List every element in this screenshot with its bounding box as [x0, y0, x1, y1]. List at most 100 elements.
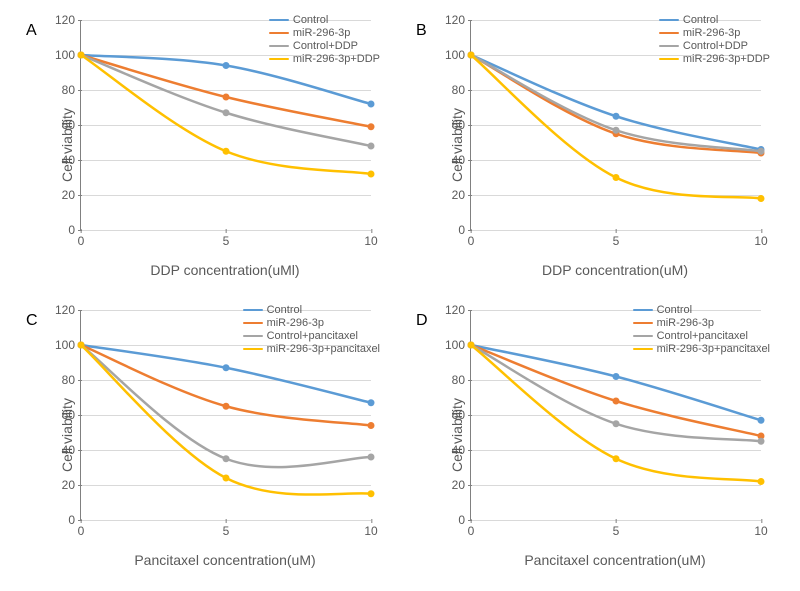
- y-tick-label: 20: [62, 188, 81, 202]
- series-marker: [223, 148, 230, 155]
- series-marker: [758, 438, 765, 445]
- legend-label: miR-296-3p+DDP: [293, 53, 380, 65]
- x-tick-label: 10: [754, 520, 767, 538]
- y-tick-label: 80: [452, 83, 471, 97]
- legend-label: Control+DDP: [293, 40, 358, 52]
- y-tick-label: 80: [452, 373, 471, 387]
- y-tick-label: 40: [62, 153, 81, 167]
- y-tick-label: 100: [445, 338, 471, 352]
- legend-item: miR-296-3p: [243, 317, 380, 329]
- legend-label: Control: [657, 304, 692, 316]
- series-marker: [368, 143, 375, 150]
- legend-item: miR-296-3p+DDP: [659, 53, 770, 65]
- legend-swatch: [659, 32, 679, 35]
- x-tick-label: 0: [468, 230, 475, 248]
- series-marker: [78, 342, 85, 349]
- legend-item: Control+pancitaxel: [633, 330, 770, 342]
- x-axis-label: DDP concentration(uMl): [80, 262, 370, 278]
- x-tick-label: 10: [364, 230, 377, 248]
- legend-label: miR-296-3p+DDP: [683, 53, 770, 65]
- legend-label: miR-296-3p: [683, 27, 740, 39]
- panel-label: D: [416, 312, 428, 330]
- y-tick-label: 100: [445, 48, 471, 62]
- legend-swatch: [633, 309, 653, 312]
- legend: ControlmiR-296-3pControl+pancitaxelmiR-2…: [633, 304, 770, 356]
- x-tick-label: 10: [364, 520, 377, 538]
- legend-item: miR-296-3p: [659, 27, 770, 39]
- series-marker: [368, 490, 375, 497]
- x-tick-label: 5: [613, 520, 620, 538]
- legend: ControlmiR-296-3pControl+pancitaxelmiR-2…: [243, 304, 380, 356]
- series-marker: [758, 417, 765, 424]
- legend-swatch: [243, 322, 263, 325]
- series-marker: [368, 422, 375, 429]
- series-marker: [758, 148, 765, 155]
- legend-label: Control: [267, 304, 302, 316]
- legend-label: miR-296-3p: [657, 317, 714, 329]
- legend-item: Control: [659, 14, 770, 26]
- legend-label: Control+DDP: [683, 40, 748, 52]
- legend-label: miR-296-3p+pancitaxel: [267, 343, 380, 355]
- legend-item: miR-296-3p: [633, 317, 770, 329]
- series-marker: [468, 342, 475, 349]
- y-tick-label: 80: [62, 83, 81, 97]
- x-tick-label: 0: [78, 230, 85, 248]
- series-marker: [223, 455, 230, 462]
- y-tick-label: 40: [452, 443, 471, 457]
- x-tick-label: 5: [223, 520, 230, 538]
- legend-label: Control: [683, 14, 718, 26]
- panel-label: B: [416, 22, 427, 40]
- y-tick-label: 60: [452, 408, 471, 422]
- legend-item: miR-296-3p+DDP: [269, 53, 380, 65]
- legend-swatch: [659, 19, 679, 22]
- series-marker: [368, 123, 375, 130]
- legend-label: Control: [293, 14, 328, 26]
- series-marker: [368, 399, 375, 406]
- y-tick-label: 60: [62, 408, 81, 422]
- series-marker: [468, 52, 475, 59]
- series-marker: [613, 420, 620, 427]
- series-marker: [758, 195, 765, 202]
- legend-item: miR-296-3p+pancitaxel: [243, 343, 380, 355]
- legend-swatch: [659, 45, 679, 48]
- panel-a: ACell viabilityDDP concentration(uMl)020…: [20, 10, 390, 280]
- panel-b: BCell viabilityDDP concentration(uM)0204…: [410, 10, 780, 280]
- y-tick-label: 120: [445, 303, 471, 317]
- legend-item: Control: [243, 304, 380, 316]
- x-tick-label: 5: [613, 230, 620, 248]
- y-tick-label: 20: [62, 478, 81, 492]
- series-marker: [223, 475, 230, 482]
- y-tick-label: 120: [55, 13, 81, 27]
- x-axis-label: Pancitaxel concentration(uM): [470, 552, 760, 568]
- legend-item: miR-296-3p+pancitaxel: [633, 343, 770, 355]
- legend-swatch: [633, 348, 653, 351]
- y-tick-label: 120: [55, 303, 81, 317]
- legend-item: Control+DDP: [269, 40, 380, 52]
- y-tick-label: 100: [55, 338, 81, 352]
- x-axis-label: DDP concentration(uM): [470, 262, 760, 278]
- legend-item: Control: [269, 14, 380, 26]
- y-tick-label: 120: [445, 13, 471, 27]
- series-marker: [758, 478, 765, 485]
- legend-item: Control+pancitaxel: [243, 330, 380, 342]
- series-marker: [613, 455, 620, 462]
- legend-label: miR-296-3p+pancitaxel: [657, 343, 770, 355]
- legend: ControlmiR-296-3pControl+DDPmiR-296-3p+D…: [269, 14, 380, 66]
- legend-label: Control+pancitaxel: [657, 330, 748, 342]
- legend: ControlmiR-296-3pControl+DDPmiR-296-3p+D…: [659, 14, 770, 66]
- legend-swatch: [633, 322, 653, 325]
- series-marker: [223, 109, 230, 116]
- series-marker: [613, 113, 620, 120]
- x-tick-label: 0: [78, 520, 85, 538]
- panel-d: DCell viabilityPancitaxel concentration(…: [410, 300, 780, 570]
- y-tick-label: 20: [452, 478, 471, 492]
- series-marker: [78, 52, 85, 59]
- legend-swatch: [243, 309, 263, 312]
- x-axis-label: Pancitaxel concentration(uM): [80, 552, 370, 568]
- panel-c: CCell viabilityPancitaxel concentration(…: [20, 300, 390, 570]
- series-marker: [613, 373, 620, 380]
- series-marker: [613, 398, 620, 405]
- series-marker: [613, 127, 620, 134]
- series-marker: [223, 62, 230, 69]
- series-marker: [368, 454, 375, 461]
